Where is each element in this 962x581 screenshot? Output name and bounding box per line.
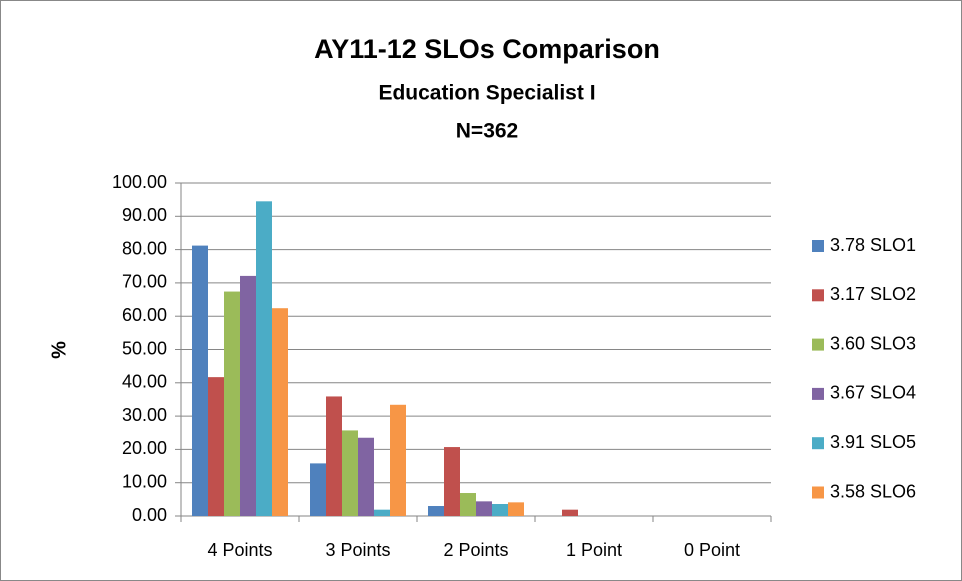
- y-tick-label: 0.00: [132, 505, 167, 525]
- x-tick-label: 3 Points: [325, 540, 390, 560]
- legend-swatch: [812, 486, 824, 499]
- y-tick-label: 20.00: [122, 438, 167, 458]
- bar: [358, 437, 374, 516]
- bar: [208, 377, 224, 516]
- legend-swatch: [812, 240, 824, 252]
- bar: [374, 509, 390, 516]
- bar: [256, 201, 272, 516]
- y-tick-label: 70.00: [122, 272, 167, 292]
- legend-label: 3.17 SLO2: [830, 284, 916, 304]
- chart-title: AY11-12 SLOs Comparison: [314, 34, 660, 64]
- bar: [342, 430, 358, 516]
- bar: [390, 404, 406, 516]
- bar: [272, 308, 288, 516]
- x-tick-label: 1 Point: [566, 540, 622, 560]
- annotation: N=362: [456, 120, 518, 143]
- y-tick-label: 40.00: [122, 372, 167, 392]
- bar: [460, 493, 476, 516]
- y-tick-label: 10.00: [122, 471, 167, 491]
- y-axis-label: %: [48, 341, 70, 359]
- x-tick-label: 4 Points: [207, 540, 272, 560]
- bar: [240, 275, 256, 516]
- legend-label: 3.60 SLO3: [830, 333, 916, 353]
- legend-swatch: [812, 338, 824, 351]
- bar: [310, 463, 326, 516]
- bar: [444, 447, 460, 516]
- legend-label: 3.67 SLO4: [830, 383, 916, 403]
- bar: [428, 506, 444, 516]
- y-tick-label: 60.00: [122, 305, 167, 325]
- legend-swatch: [812, 437, 824, 450]
- bar: [492, 504, 508, 516]
- y-tick-label: 80.00: [122, 238, 167, 258]
- legend-swatch: [812, 289, 824, 302]
- x-tick-label: 2 Points: [443, 540, 508, 560]
- bar: [476, 501, 492, 516]
- bar: [192, 245, 208, 516]
- legend-label: 3.91 SLO5: [830, 432, 916, 452]
- bar: [508, 502, 524, 516]
- y-tick-label: 100.00: [112, 172, 167, 192]
- bar: [224, 291, 240, 516]
- y-tick-label: 30.00: [122, 405, 167, 425]
- legend-label: 3.78 SLO1: [830, 235, 916, 255]
- legend-swatch: [812, 387, 824, 400]
- legend-label: 3.58 SLO6: [830, 481, 916, 501]
- y-tick-label: 90.00: [122, 205, 167, 225]
- bar: [562, 509, 578, 516]
- x-tick-label: 0 Point: [684, 540, 740, 560]
- y-tick-label: 50.00: [122, 338, 167, 358]
- chart-subtitle: Education Specialist I: [378, 82, 595, 105]
- bar: [326, 396, 342, 516]
